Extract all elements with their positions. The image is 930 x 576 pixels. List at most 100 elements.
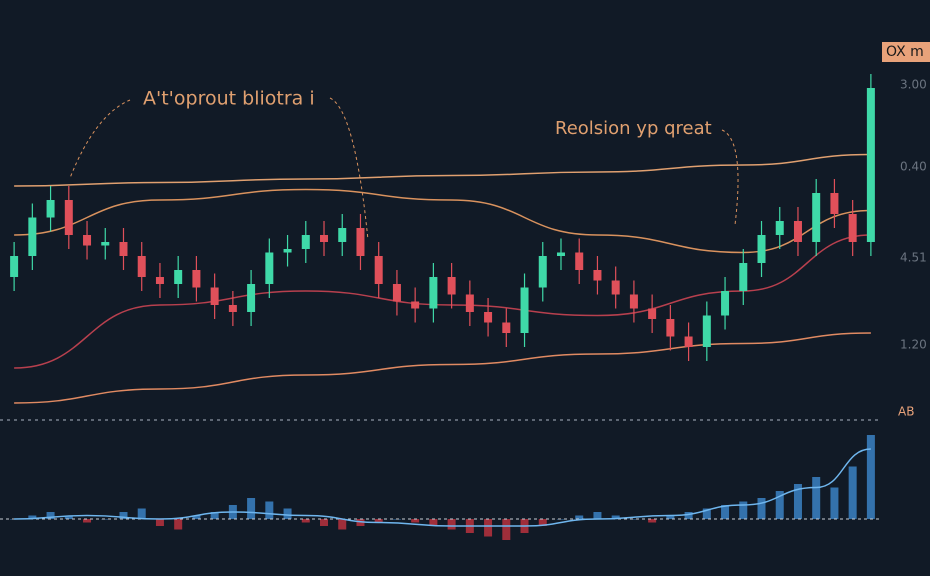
axis-label: 0.40 bbox=[900, 160, 927, 174]
candle-body bbox=[247, 284, 256, 312]
indicator-bar bbox=[575, 515, 584, 519]
indicator-bar bbox=[155, 519, 164, 526]
candle-body bbox=[538, 256, 547, 288]
annotation-arrow bbox=[329, 97, 369, 241]
candle-body bbox=[356, 228, 365, 256]
candle-body bbox=[793, 221, 802, 242]
candle-body bbox=[192, 270, 201, 288]
indicator-bar bbox=[502, 519, 511, 540]
candle-body bbox=[702, 315, 711, 347]
indicator-bar bbox=[356, 519, 365, 526]
candle-body bbox=[338, 228, 347, 242]
indicator-bar bbox=[757, 498, 766, 519]
annotation: A't'oprout bliotra i bbox=[143, 88, 315, 110]
indicator-bar bbox=[648, 519, 657, 523]
candle-body bbox=[721, 291, 730, 316]
indicator-bar bbox=[721, 505, 730, 519]
candle-body bbox=[10, 256, 19, 277]
candle-body bbox=[83, 235, 92, 246]
candle-body bbox=[465, 294, 474, 312]
indicator-bar bbox=[684, 512, 693, 519]
indicator-bar bbox=[119, 512, 128, 519]
indicator-bar bbox=[611, 515, 620, 519]
candle-body bbox=[210, 287, 219, 305]
indicator-bar bbox=[374, 519, 383, 523]
axis-label: 4.51 bbox=[900, 251, 927, 265]
candle-body bbox=[757, 235, 766, 263]
indicator-bar bbox=[101, 519, 110, 520]
candle-body bbox=[64, 200, 73, 235]
candle-body bbox=[593, 270, 602, 281]
indicator-bar bbox=[866, 435, 875, 519]
candle-body bbox=[137, 256, 146, 277]
indicator-bar bbox=[210, 512, 219, 519]
indicator-bar bbox=[447, 519, 456, 530]
overlay-line bbox=[14, 332, 871, 404]
candle-body bbox=[374, 256, 383, 284]
badge: OX m bbox=[886, 44, 924, 60]
candle-body bbox=[739, 263, 748, 291]
candle-body bbox=[301, 235, 310, 249]
annotation: Reolsion yp qreat bbox=[555, 118, 712, 139]
candle-body bbox=[648, 308, 657, 319]
indicator-bar bbox=[538, 519, 547, 526]
indicator-bar bbox=[739, 501, 748, 519]
candle-body bbox=[429, 277, 438, 309]
indicator-line bbox=[14, 448, 871, 527]
candle-body bbox=[101, 242, 110, 246]
candle-body bbox=[411, 301, 420, 309]
indicator-bar bbox=[83, 519, 92, 523]
indicator-bar bbox=[64, 515, 73, 519]
indicator-bar bbox=[666, 515, 675, 519]
annotation-arrow bbox=[69, 99, 131, 179]
indicator-bar bbox=[301, 519, 310, 523]
candle-body bbox=[866, 88, 875, 242]
indicator-bar bbox=[848, 466, 857, 519]
axis-label: 3.00 bbox=[900, 78, 927, 92]
candle-body bbox=[575, 252, 584, 270]
indicator-bar bbox=[830, 487, 839, 519]
indicator-bar bbox=[629, 519, 638, 520]
candle-body bbox=[611, 280, 620, 295]
indicator-label: AB bbox=[898, 405, 914, 419]
candle-body bbox=[392, 284, 401, 302]
indicator-bar bbox=[174, 519, 183, 530]
candle-body bbox=[28, 217, 37, 256]
candle-body bbox=[484, 312, 493, 323]
indicator-bar bbox=[775, 491, 784, 519]
candle-body bbox=[848, 214, 857, 242]
candle-body bbox=[265, 252, 274, 284]
indicator-bar bbox=[484, 519, 493, 537]
candle-body bbox=[174, 270, 183, 284]
indicator-bar bbox=[247, 498, 256, 519]
indicator-bar bbox=[46, 512, 55, 519]
indicator-bar bbox=[702, 508, 711, 519]
axis-label: 1.20 bbox=[900, 338, 927, 352]
indicator-bar bbox=[593, 512, 602, 519]
indicator-bar bbox=[338, 519, 347, 530]
candle-body bbox=[830, 193, 839, 214]
indicator-bar bbox=[192, 515, 201, 519]
candle-body bbox=[775, 221, 784, 235]
candle-body bbox=[119, 242, 128, 256]
overlay-line bbox=[14, 153, 871, 187]
candle-body bbox=[666, 319, 675, 337]
indicator-bar bbox=[812, 477, 821, 519]
indicator-bar bbox=[28, 515, 37, 519]
candle-body bbox=[46, 200, 55, 218]
candle-body bbox=[447, 277, 456, 295]
indicator-bar bbox=[320, 519, 329, 526]
candle-body bbox=[556, 252, 565, 256]
candle-body bbox=[283, 249, 292, 253]
badge-bg bbox=[882, 42, 930, 62]
indicator-bar bbox=[429, 519, 438, 526]
candle-body bbox=[320, 235, 329, 242]
candle-body bbox=[629, 294, 638, 309]
indicator-bar bbox=[265, 501, 274, 519]
candle-body bbox=[155, 277, 164, 284]
candle-body bbox=[502, 322, 511, 333]
indicator-bar bbox=[283, 508, 292, 519]
indicator-bar bbox=[411, 519, 420, 523]
candle-body bbox=[812, 193, 821, 242]
